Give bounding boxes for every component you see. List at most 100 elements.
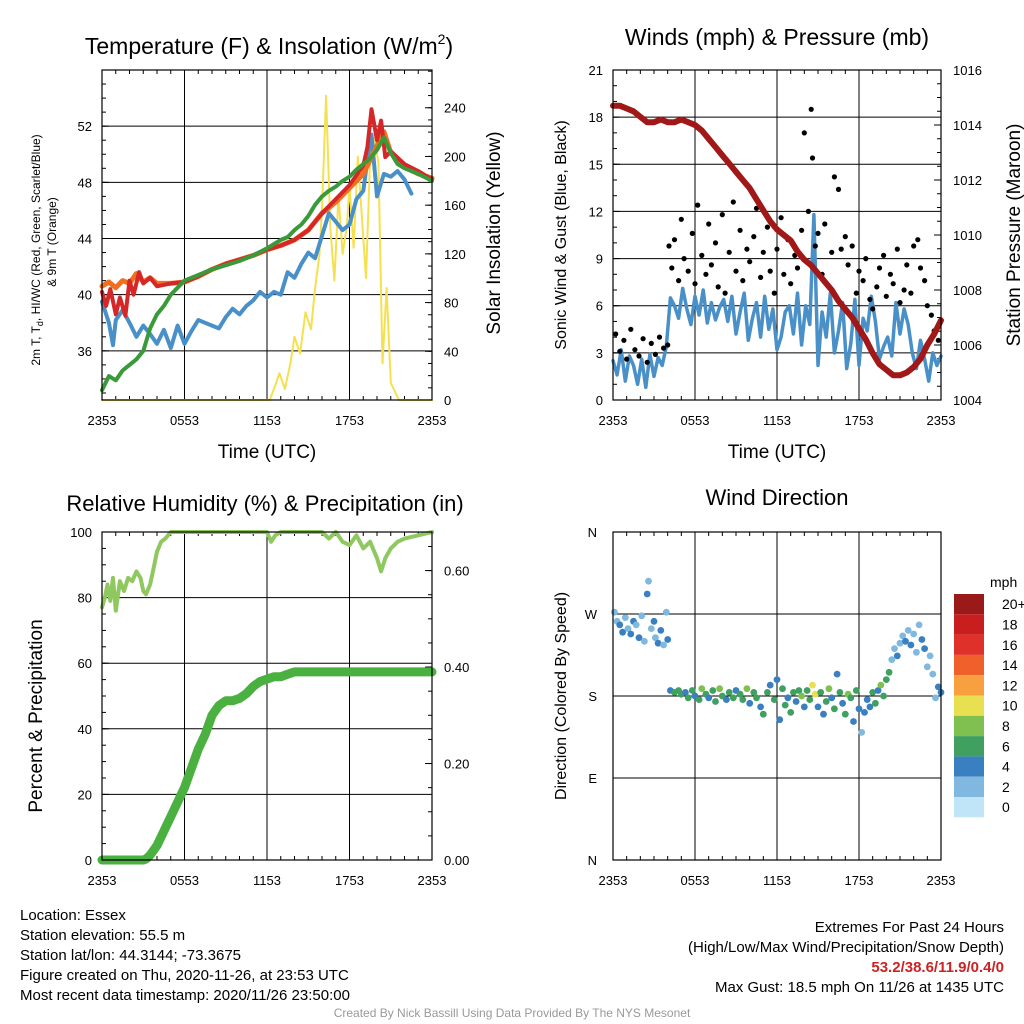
direction-point [725,689,733,696]
colorbar-swatch [954,756,984,777]
gust-point [751,234,757,240]
direction-point [874,687,882,694]
direction-point [932,694,939,702]
sonic-wind-line [611,212,943,390]
winds-panel: 2353 0553 1153 1753 2353 0 3 6 9 12 15 18 21 1004 1006… [553,24,1024,463]
y-tick-label: 60 [78,656,92,671]
direction-point [926,652,934,660]
y2-tick-label: 120 [444,247,466,262]
station-info: Location: Essex Station elevation: 55.5 … [20,906,350,1006]
gust-point [678,216,684,222]
direction-point [781,701,789,709]
rh-title: Relative Humidity (%) & Precipitation (i… [66,491,463,516]
y-tick-label: 21 [589,63,603,78]
direction-point [647,625,655,632]
temp-ylabel-line2: & 9m T (Orange) [45,197,59,287]
y-tick-label: 52 [78,119,92,134]
direction-point [619,628,626,636]
extremes-title: Extremes For Past 24 Hours [814,919,1004,936]
y-tick-label: 12 [589,204,603,219]
y-tick-label: E [588,771,597,786]
gust-point [867,296,873,302]
gust-point [917,265,924,271]
direction-point [790,689,797,696]
gust-point [708,262,715,268]
plot-border [612,531,942,861]
direction-point [831,705,838,713]
direction-point [709,687,717,694]
direction-point [822,698,830,705]
direction-point [866,703,874,711]
direction-point [616,621,624,629]
pressure-line [610,102,944,379]
gust-point [908,290,914,296]
colorbar-label: 2 [1002,779,1010,795]
gust-point [887,271,894,277]
gust-point [915,237,921,243]
direction-point [739,696,747,703]
direction-point [632,621,640,629]
direction-point [635,634,643,642]
gust-point [621,337,627,343]
y-tick-label: 0 [85,853,92,868]
direction-point [654,639,662,647]
direction-point [858,729,866,736]
figure-created: Figure created on Thu, 2020-11-26, at 23… [20,967,349,984]
gust-point [671,237,678,243]
humidity-panel: 2353 0553 1153 1753 2353 0 20 40 60 80 100 0.00 0.20… [26,491,469,888]
colorbar-label: 12 [1002,677,1018,693]
direction-point [921,645,928,652]
colorbar-label: 4 [1002,759,1010,775]
gust-point [842,234,848,240]
direction-point [847,694,855,702]
colorbar-label: 14 [1002,657,1018,673]
station-latlon: Station lat/lon: 44.3144; -73.3675 [20,947,242,964]
gust-point [617,348,623,354]
direction-point [896,639,904,647]
gust-point [815,230,821,236]
gust-point [737,227,743,233]
direction-point [664,636,672,643]
x-tick-label: 1153 [253,413,281,428]
colorbar-swatch [954,776,984,797]
y-tick-label: 0 [596,393,603,408]
direction-point [910,630,918,638]
direction-point [915,621,923,629]
gust-point [897,300,903,306]
direction-point [907,641,915,649]
credit-line: Created By Nick Bassill Using Data Provi… [333,1006,691,1020]
gust-point [863,256,869,262]
gust-point [805,208,812,214]
direction-point [712,698,719,705]
direction-point [899,632,907,640]
gust-point [856,268,862,274]
direction-point [784,694,792,702]
gust-point [695,202,701,208]
gust-point [774,246,780,252]
direction-point [657,627,665,634]
y-tick-label: 80 [78,591,92,606]
gust-point [689,230,695,236]
y2-tick-label: 0.60 [444,564,469,579]
gust-point [874,284,880,290]
temperature-panel: 2353 0553 1153 1753 2353 36 40 44 48 52 0 40 80 120 16… [29,31,505,463]
y-tick-label: 18 [589,110,603,125]
direction-point [698,685,706,693]
direction-point [638,612,646,620]
direction-point [877,681,885,689]
colorbar-swatch [954,614,984,635]
temp-title-sup: 2 [438,31,446,47]
gust-point [924,303,930,309]
max-gust: Max Gust: 18.5 mph On 11/26 at 1435 UTC [714,979,1004,996]
gust-point [799,227,805,233]
temp-ylabel-rest: , HI/WC (Red, Green, Scarlet/Blue) [29,134,43,321]
gust-point [712,240,719,246]
direction-point [757,703,764,711]
direction-point [743,685,751,693]
direction-point [913,648,920,656]
direction-point [934,683,942,691]
direction-point [787,709,795,716]
gust-point [676,278,682,284]
y2-tick-label: 240 [444,101,466,116]
direction-point [850,718,857,725]
